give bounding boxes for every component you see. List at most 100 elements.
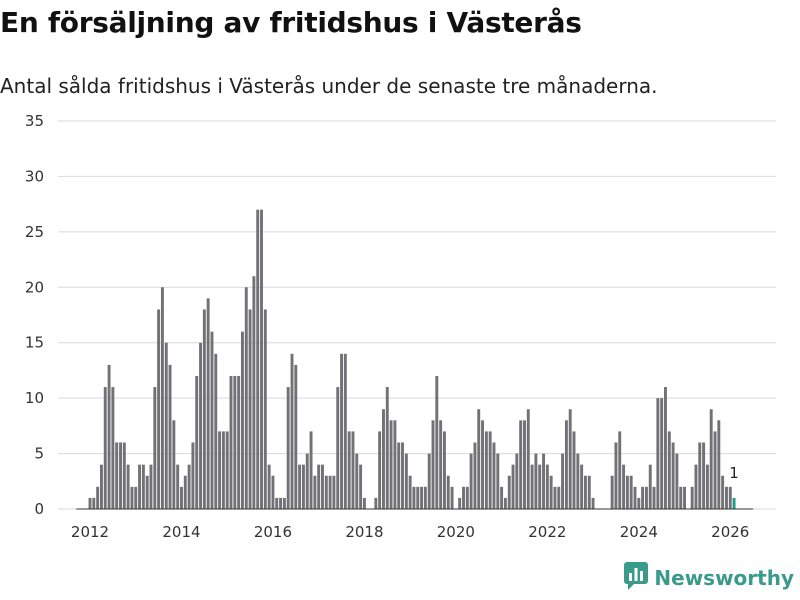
- bar: [557, 486, 561, 509]
- bar: [111, 387, 115, 509]
- bar: [275, 497, 279, 509]
- bar: [119, 442, 122, 509]
- bar: [218, 431, 222, 509]
- bar: [256, 209, 260, 509]
- bar: [298, 464, 302, 509]
- bar: [553, 486, 557, 509]
- bar: [644, 486, 648, 509]
- bar: [542, 453, 545, 509]
- y-tick-label: 35: [25, 112, 44, 130]
- gridlines: [58, 120, 776, 510]
- bar: [614, 442, 618, 509]
- bar: [462, 486, 465, 509]
- y-tick-label: 5: [34, 445, 44, 463]
- chart-title: En försäljning av fritidshus i Västerås: [0, 6, 582, 39]
- bar: [214, 353, 218, 509]
- bar: [568, 409, 572, 509]
- bar: [477, 409, 481, 509]
- bar-latest: [732, 497, 736, 509]
- bar: [347, 431, 351, 509]
- bar: [709, 409, 713, 509]
- bar: [88, 497, 92, 509]
- x-tick-label: 2012: [71, 523, 109, 541]
- bar: [572, 431, 576, 509]
- bar: [141, 464, 145, 509]
- bar: [126, 464, 130, 509]
- bar: [199, 342, 203, 509]
- bar: [210, 331, 214, 509]
- x-tick-label: 2016: [254, 523, 292, 541]
- bar: [683, 486, 686, 509]
- newsworthy-icon: [624, 562, 649, 594]
- x-tick-label: 2018: [345, 523, 383, 541]
- bar: [130, 486, 134, 509]
- bar: [698, 442, 702, 509]
- last-value-label: 1: [729, 464, 739, 482]
- bar: [702, 442, 706, 509]
- bar: [404, 453, 408, 509]
- bar: [458, 497, 462, 509]
- bar: [431, 420, 435, 509]
- bar: [263, 309, 267, 509]
- bar: [519, 420, 523, 509]
- bar: [622, 464, 626, 509]
- bar: [580, 464, 584, 509]
- bar: [511, 464, 515, 509]
- bar: [393, 420, 397, 509]
- bar: [549, 475, 553, 509]
- bar: [667, 431, 671, 509]
- bar: [122, 442, 126, 509]
- y-tick-label: 15: [25, 334, 44, 352]
- bar: [526, 409, 530, 509]
- bar: [138, 464, 141, 509]
- bar: [206, 298, 210, 509]
- bar: [229, 375, 233, 509]
- brand-name: Newsworthy: [654, 566, 794, 590]
- bar: [248, 309, 252, 509]
- bar: [244, 287, 248, 509]
- bar: [728, 486, 732, 509]
- bar: [450, 486, 454, 509]
- bar: [583, 475, 587, 509]
- bar: [172, 420, 176, 509]
- bar: [420, 486, 424, 509]
- bar: [664, 387, 667, 509]
- bar: [309, 431, 313, 509]
- bar: [321, 464, 324, 509]
- bar: [324, 475, 328, 509]
- bar: [240, 331, 244, 509]
- bar: [187, 464, 191, 509]
- bar: [488, 431, 492, 509]
- bar: [103, 387, 107, 509]
- x-tick-label: 2024: [620, 523, 658, 541]
- x-tick-label: 2020: [437, 523, 475, 541]
- bar: [427, 453, 431, 509]
- bar: [618, 431, 622, 509]
- bar: [305, 453, 309, 509]
- bar: [351, 431, 355, 509]
- bar: [721, 475, 725, 509]
- bar: [679, 486, 683, 509]
- bar: [336, 387, 340, 509]
- bar: [591, 497, 595, 509]
- bar: [442, 431, 446, 509]
- bar: [355, 453, 359, 509]
- bar: [401, 442, 404, 509]
- bar: [332, 475, 336, 509]
- bar: [469, 453, 473, 509]
- bar: [168, 364, 172, 509]
- bar: [725, 486, 728, 509]
- bar: [317, 464, 321, 509]
- bar: [362, 497, 366, 509]
- bar: [446, 475, 450, 509]
- y-tick-label: 30: [25, 167, 44, 185]
- bar: [660, 398, 664, 509]
- bar: [538, 464, 542, 509]
- bar: [183, 475, 187, 509]
- bar: [496, 453, 500, 509]
- bar: [149, 464, 153, 509]
- bar: [107, 364, 111, 509]
- bar: [237, 375, 241, 509]
- bar: [412, 486, 416, 509]
- y-tick-label: 0: [34, 500, 44, 518]
